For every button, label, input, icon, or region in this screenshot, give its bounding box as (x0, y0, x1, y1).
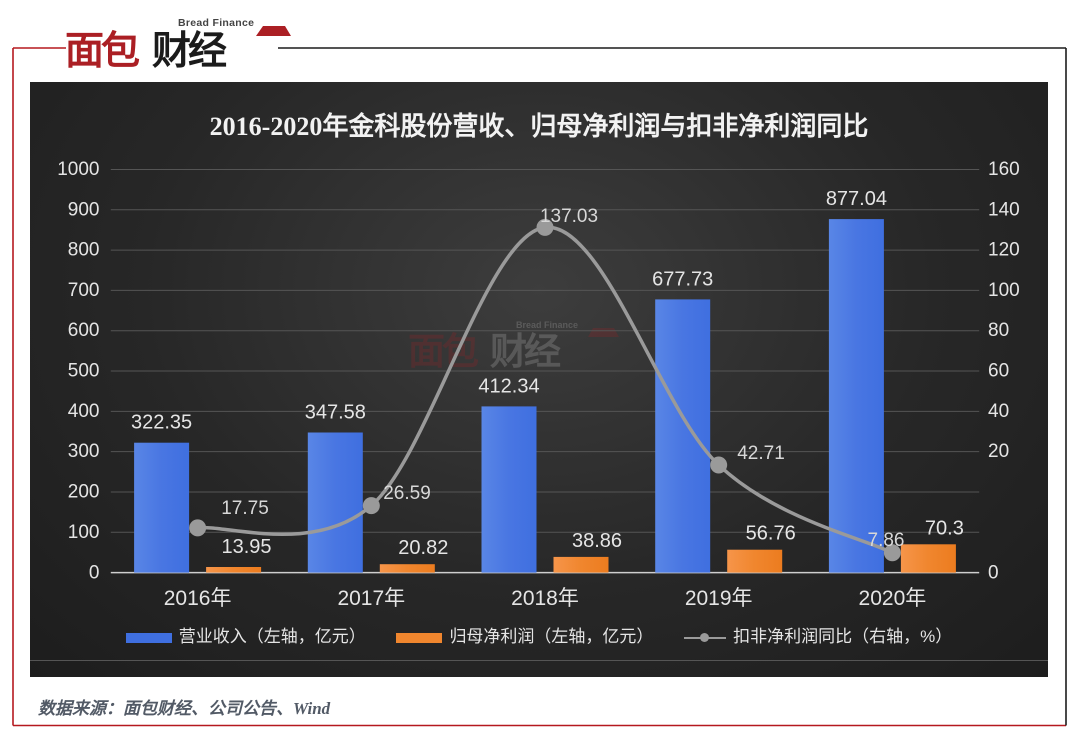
svg-text:2017年: 2017年 (337, 587, 405, 610)
svg-text:160: 160 (988, 159, 1020, 180)
svg-text:1000: 1000 (57, 159, 99, 180)
svg-text:56.76: 56.76 (746, 523, 796, 545)
svg-text:2018年: 2018年 (511, 587, 579, 610)
svg-text:347.58: 347.58 (305, 402, 366, 424)
svg-text:412.34: 412.34 (478, 375, 539, 397)
svg-text:70.3: 70.3 (925, 517, 964, 539)
svg-text:677.73: 677.73 (652, 268, 713, 290)
svg-text:877.04: 877.04 (826, 188, 887, 210)
svg-text:7.86: 7.86 (868, 530, 905, 551)
svg-text:38.86: 38.86 (572, 530, 622, 552)
svg-text:700: 700 (68, 280, 100, 301)
svg-text:100: 100 (68, 522, 100, 543)
svg-text:137.03: 137.03 (540, 206, 598, 227)
svg-text:17.75: 17.75 (221, 498, 269, 519)
svg-text:面包: 面包 (65, 30, 140, 73)
svg-text:80: 80 (988, 320, 1009, 341)
svg-text:13.95: 13.95 (221, 536, 271, 558)
svg-text:900: 900 (68, 200, 100, 221)
svg-text:60: 60 (988, 361, 1009, 382)
svg-text:120: 120 (988, 240, 1020, 261)
svg-text:300: 300 (68, 441, 100, 462)
svg-text:2016年: 2016年 (164, 587, 232, 610)
svg-text:100: 100 (988, 280, 1020, 301)
svg-text:20.82: 20.82 (398, 537, 448, 559)
svg-text:2019年: 2019年 (685, 587, 753, 610)
svg-text:800: 800 (68, 240, 100, 261)
svg-text:40: 40 (988, 401, 1009, 422)
svg-text:2020年: 2020年 (859, 587, 927, 610)
svg-text:26.59: 26.59 (383, 483, 431, 504)
svg-text:400: 400 (68, 401, 100, 422)
svg-text:600: 600 (68, 320, 100, 341)
svg-text:500: 500 (68, 361, 100, 382)
svg-text:200: 200 (68, 482, 100, 503)
svg-text:财经: 财经 (152, 30, 227, 73)
svg-text:0: 0 (988, 563, 999, 584)
svg-text:42.71: 42.71 (737, 443, 785, 464)
svg-text:0: 0 (89, 563, 100, 584)
svg-text:140: 140 (988, 200, 1020, 221)
svg-text:322.35: 322.35 (131, 412, 192, 434)
svg-text:20: 20 (988, 441, 1009, 462)
